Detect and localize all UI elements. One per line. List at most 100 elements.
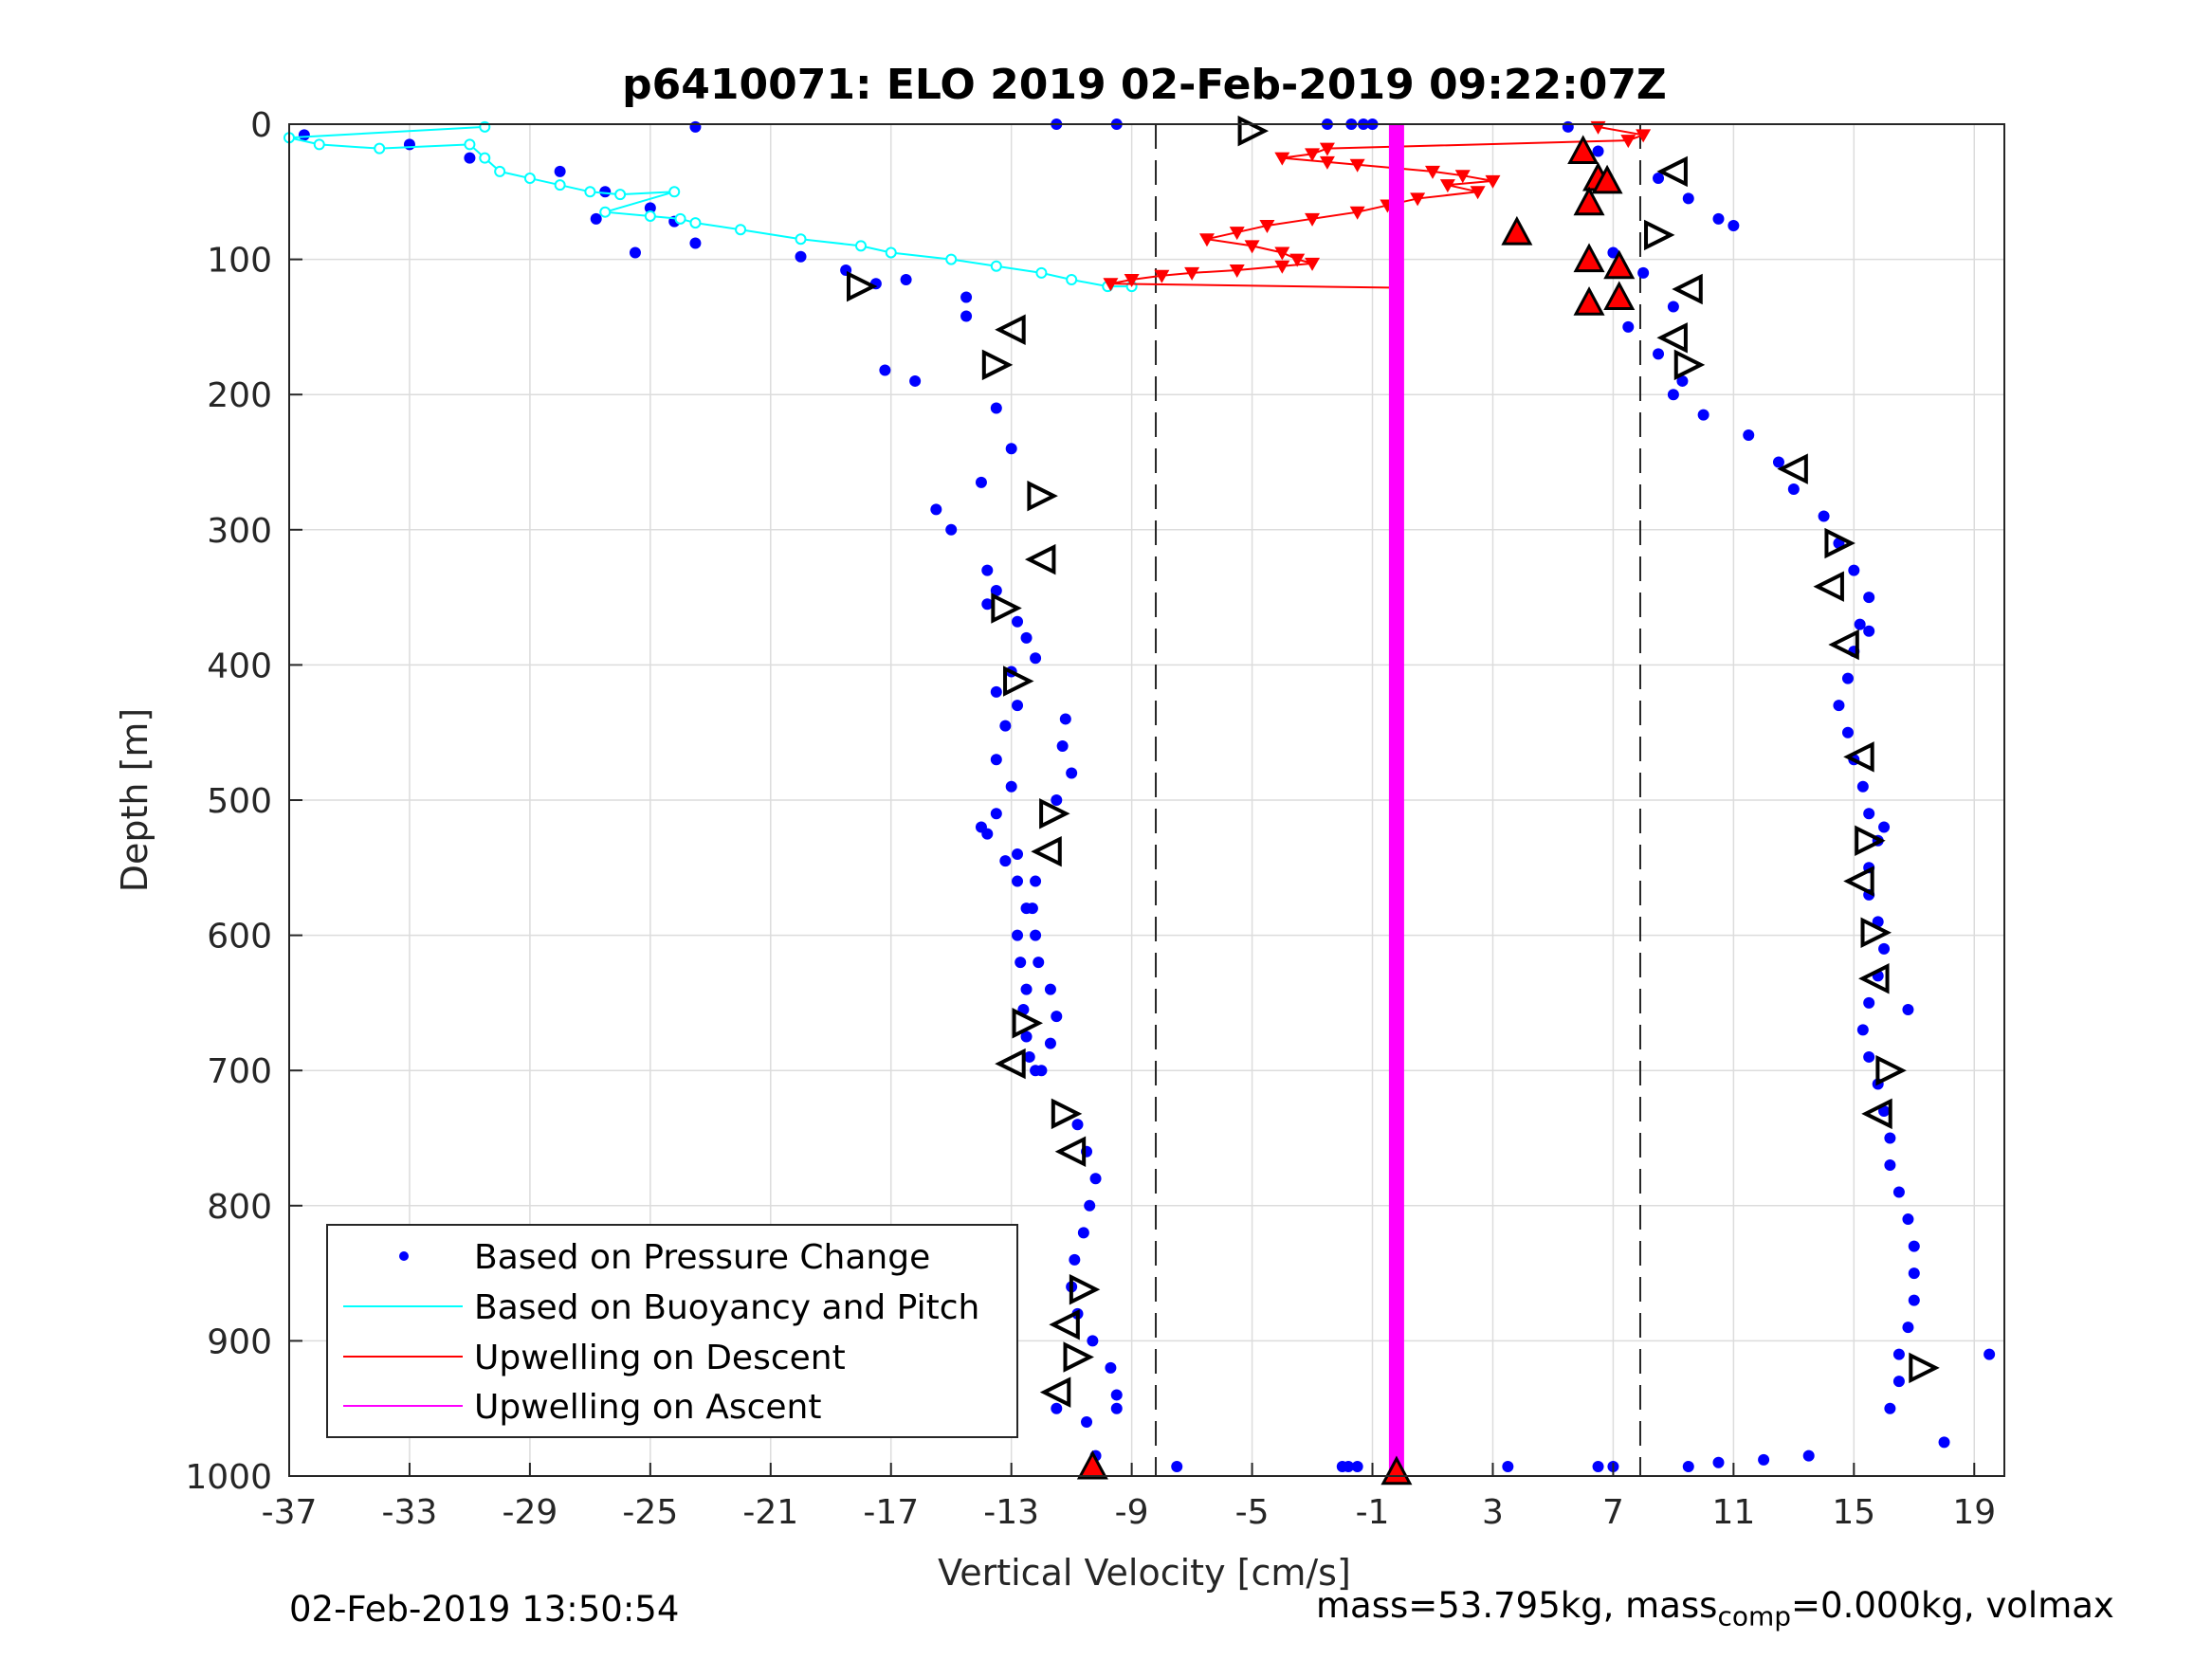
pressure-change-point [1081, 1415, 1093, 1428]
pressure-change-point [1787, 483, 1800, 496]
open-triangle-marker [1875, 1054, 1907, 1086]
y-tick-label: 500 [207, 782, 272, 821]
buoyancy-pitch-point [885, 246, 897, 259]
pressure-change-point [1030, 652, 1042, 665]
pressure-change-point [403, 138, 415, 151]
pressure-change-point [554, 165, 566, 177]
upwelling-descent-point [1198, 233, 1215, 247]
red-triangle-marker [1076, 1449, 1108, 1480]
pressure-change-point [1012, 615, 1024, 628]
buoyancy-pitch-point [1035, 266, 1048, 279]
pressure-change-point [1012, 929, 1024, 941]
pressure-change-point [1854, 618, 1866, 630]
x-tick-label: -1 [1356, 1493, 1390, 1532]
y-tick-label: 700 [207, 1052, 272, 1091]
pressure-change-point [1020, 983, 1033, 995]
pressure-change-point [1884, 1132, 1896, 1144]
footer-mass-sub: comp [1717, 1600, 1792, 1632]
open-triangle-marker [1012, 1008, 1044, 1039]
pressure-change-point [1892, 1348, 1905, 1360]
upwelling-descent-point [1319, 142, 1335, 156]
pressure-change-point [1802, 1449, 1815, 1462]
legend-label-buoyancy: Based on Buoyancy and Pitch [474, 1288, 979, 1327]
open-triangle-marker [981, 349, 1014, 381]
buoyancy-pitch-point [523, 173, 536, 185]
pressure-change-point [990, 754, 1002, 766]
open-triangle-marker [1673, 349, 1706, 381]
pressure-change-point [1697, 409, 1709, 421]
x-tick-label: -33 [382, 1493, 438, 1532]
buoyancy-pitch-point [494, 165, 506, 177]
open-triangle-marker [1003, 665, 1034, 697]
buoyancy-pitch-point [599, 206, 612, 218]
pressure-change-point [975, 821, 987, 833]
upwelling-descent-point [1305, 212, 1321, 227]
buoyancy-pitch-point [674, 212, 686, 225]
pressure-change-point [1056, 739, 1069, 752]
red-triangle-marker [1573, 186, 1605, 216]
open-triangle-marker [991, 592, 1022, 624]
buoyancy-pitch-point [945, 253, 958, 265]
legend-box [326, 1224, 1018, 1438]
pressure-change-point [1878, 821, 1891, 833]
pressure-change-point [1712, 212, 1725, 225]
x-tick-label: -9 [1115, 1493, 1149, 1532]
pressure-change-point [909, 374, 922, 387]
pressure-change-point [1171, 1461, 1183, 1473]
pressure-change-point [1983, 1348, 1996, 1360]
pressure-change-point [1676, 374, 1689, 387]
open-triangle-marker [1051, 1098, 1083, 1130]
pressure-change-point [1562, 120, 1574, 133]
open-triangle-marker [1777, 453, 1808, 484]
pressure-change-point [1772, 456, 1784, 468]
pressure-change-point [1105, 1361, 1117, 1374]
upwelling-descent-point [1305, 257, 1321, 271]
buoyancy-pitch-point [795, 233, 807, 246]
pressure-change-point [1908, 1240, 1920, 1252]
upwelling-descent-point [1274, 246, 1290, 261]
upwelling-descent-point [1289, 253, 1306, 267]
open-triangle-marker [1054, 1136, 1087, 1167]
y-tick-label: 100 [207, 242, 272, 281]
pressure-change-point [960, 310, 973, 322]
y-tick-label: 200 [207, 376, 272, 415]
buoyancy-pitch-point [313, 138, 325, 151]
pressure-change-point [1592, 1461, 1604, 1473]
legend-label-ascent: Upwelling on Ascent [474, 1388, 821, 1427]
x-tick-label: -25 [622, 1493, 678, 1532]
pressure-change-point [1084, 1199, 1096, 1212]
open-triangle-marker [1656, 155, 1688, 188]
upwelling-descent-point [1349, 206, 1365, 220]
pressure-change-point [1020, 1030, 1033, 1043]
pressure-change-point [1020, 902, 1033, 915]
open-triangle-marker [1843, 741, 1874, 773]
upwelling-descent-point [1485, 174, 1501, 189]
pressure-change-point [1336, 1461, 1348, 1473]
buoyancy-pitch-point [1066, 273, 1078, 285]
pressure-change-point [1758, 1453, 1770, 1466]
buoyancy-pitch-series [283, 120, 1138, 293]
y-axis-label: Depth [m] [114, 708, 155, 893]
pressure-change-point [1841, 726, 1854, 738]
pressure-change-point [1110, 1402, 1123, 1414]
pressure-change-point [1878, 942, 1891, 955]
open-triangle-marker [1813, 571, 1844, 602]
upwelling-descent-point [1154, 269, 1170, 283]
open-triangle-marker [1828, 629, 1859, 661]
x-tick-label: -21 [742, 1493, 798, 1532]
pressure-change-point [298, 129, 310, 141]
pressure-change-point [1884, 1402, 1896, 1414]
upwelling-descent-point [1103, 278, 1119, 292]
pressure-change-point [990, 685, 1002, 698]
pressure-change-point [1892, 1376, 1905, 1388]
open-triangle-marker [1063, 1341, 1094, 1373]
pressure-change-point [1863, 1050, 1875, 1063]
upwelling-descent-point [1319, 155, 1335, 170]
pressure-change-point [1908, 1267, 1920, 1280]
pressure-change-point [1005, 780, 1017, 793]
pressure-change-point [1012, 848, 1024, 861]
x-tick-label: -5 [1235, 1493, 1270, 1532]
upwelling-descent-point [1259, 219, 1275, 233]
y-tick-label: 300 [207, 512, 272, 551]
pressure-change-point [1892, 1186, 1905, 1198]
